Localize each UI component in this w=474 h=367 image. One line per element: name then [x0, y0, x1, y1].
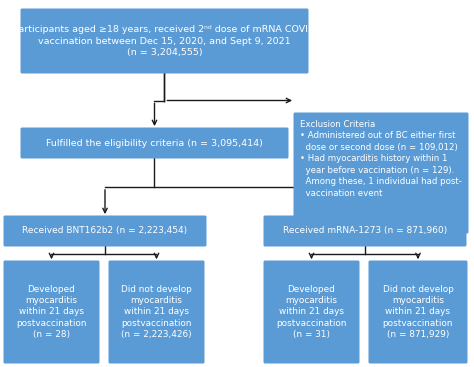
Text: Received mRNA-1273 (n = 871,960): Received mRNA-1273 (n = 871,960) [283, 226, 447, 236]
Text: Received BNT162b2 (n = 2,223,454): Received BNT162b2 (n = 2,223,454) [22, 226, 188, 236]
Text: Exclusion Criteria
• Administered out of BC either first
  dose or second dose (: Exclusion Criteria • Administered out of… [300, 120, 462, 198]
FancyBboxPatch shape [293, 113, 468, 233]
FancyBboxPatch shape [3, 215, 207, 247]
FancyBboxPatch shape [20, 127, 289, 159]
Text: Fulfilled the eligibility criteria (n = 3,095,414): Fulfilled the eligibility criteria (n = … [46, 138, 263, 148]
Text: Did not develop
myocarditis
within 21 days
postvaccination
(n = 871,929): Did not develop myocarditis within 21 da… [383, 285, 454, 339]
FancyBboxPatch shape [264, 261, 359, 363]
FancyBboxPatch shape [264, 215, 466, 247]
FancyBboxPatch shape [368, 261, 467, 363]
Text: Developed
myocarditis
within 21 days
postvaccination
(n = 31): Developed myocarditis within 21 days pos… [276, 285, 347, 339]
Text: Participants aged ≥18 years, received 2ⁿᵈ dose of mRNA COVID
vaccination between: Participants aged ≥18 years, received 2ⁿ… [13, 25, 316, 57]
Text: Developed
myocarditis
within 21 days
postvaccination
(n = 28): Developed myocarditis within 21 days pos… [16, 285, 87, 339]
Text: Did not develop
myocarditis
within 21 days
postvaccination
(n = 2,223,426): Did not develop myocarditis within 21 da… [121, 285, 192, 339]
FancyBboxPatch shape [20, 8, 309, 73]
FancyBboxPatch shape [3, 261, 100, 363]
FancyBboxPatch shape [109, 261, 204, 363]
